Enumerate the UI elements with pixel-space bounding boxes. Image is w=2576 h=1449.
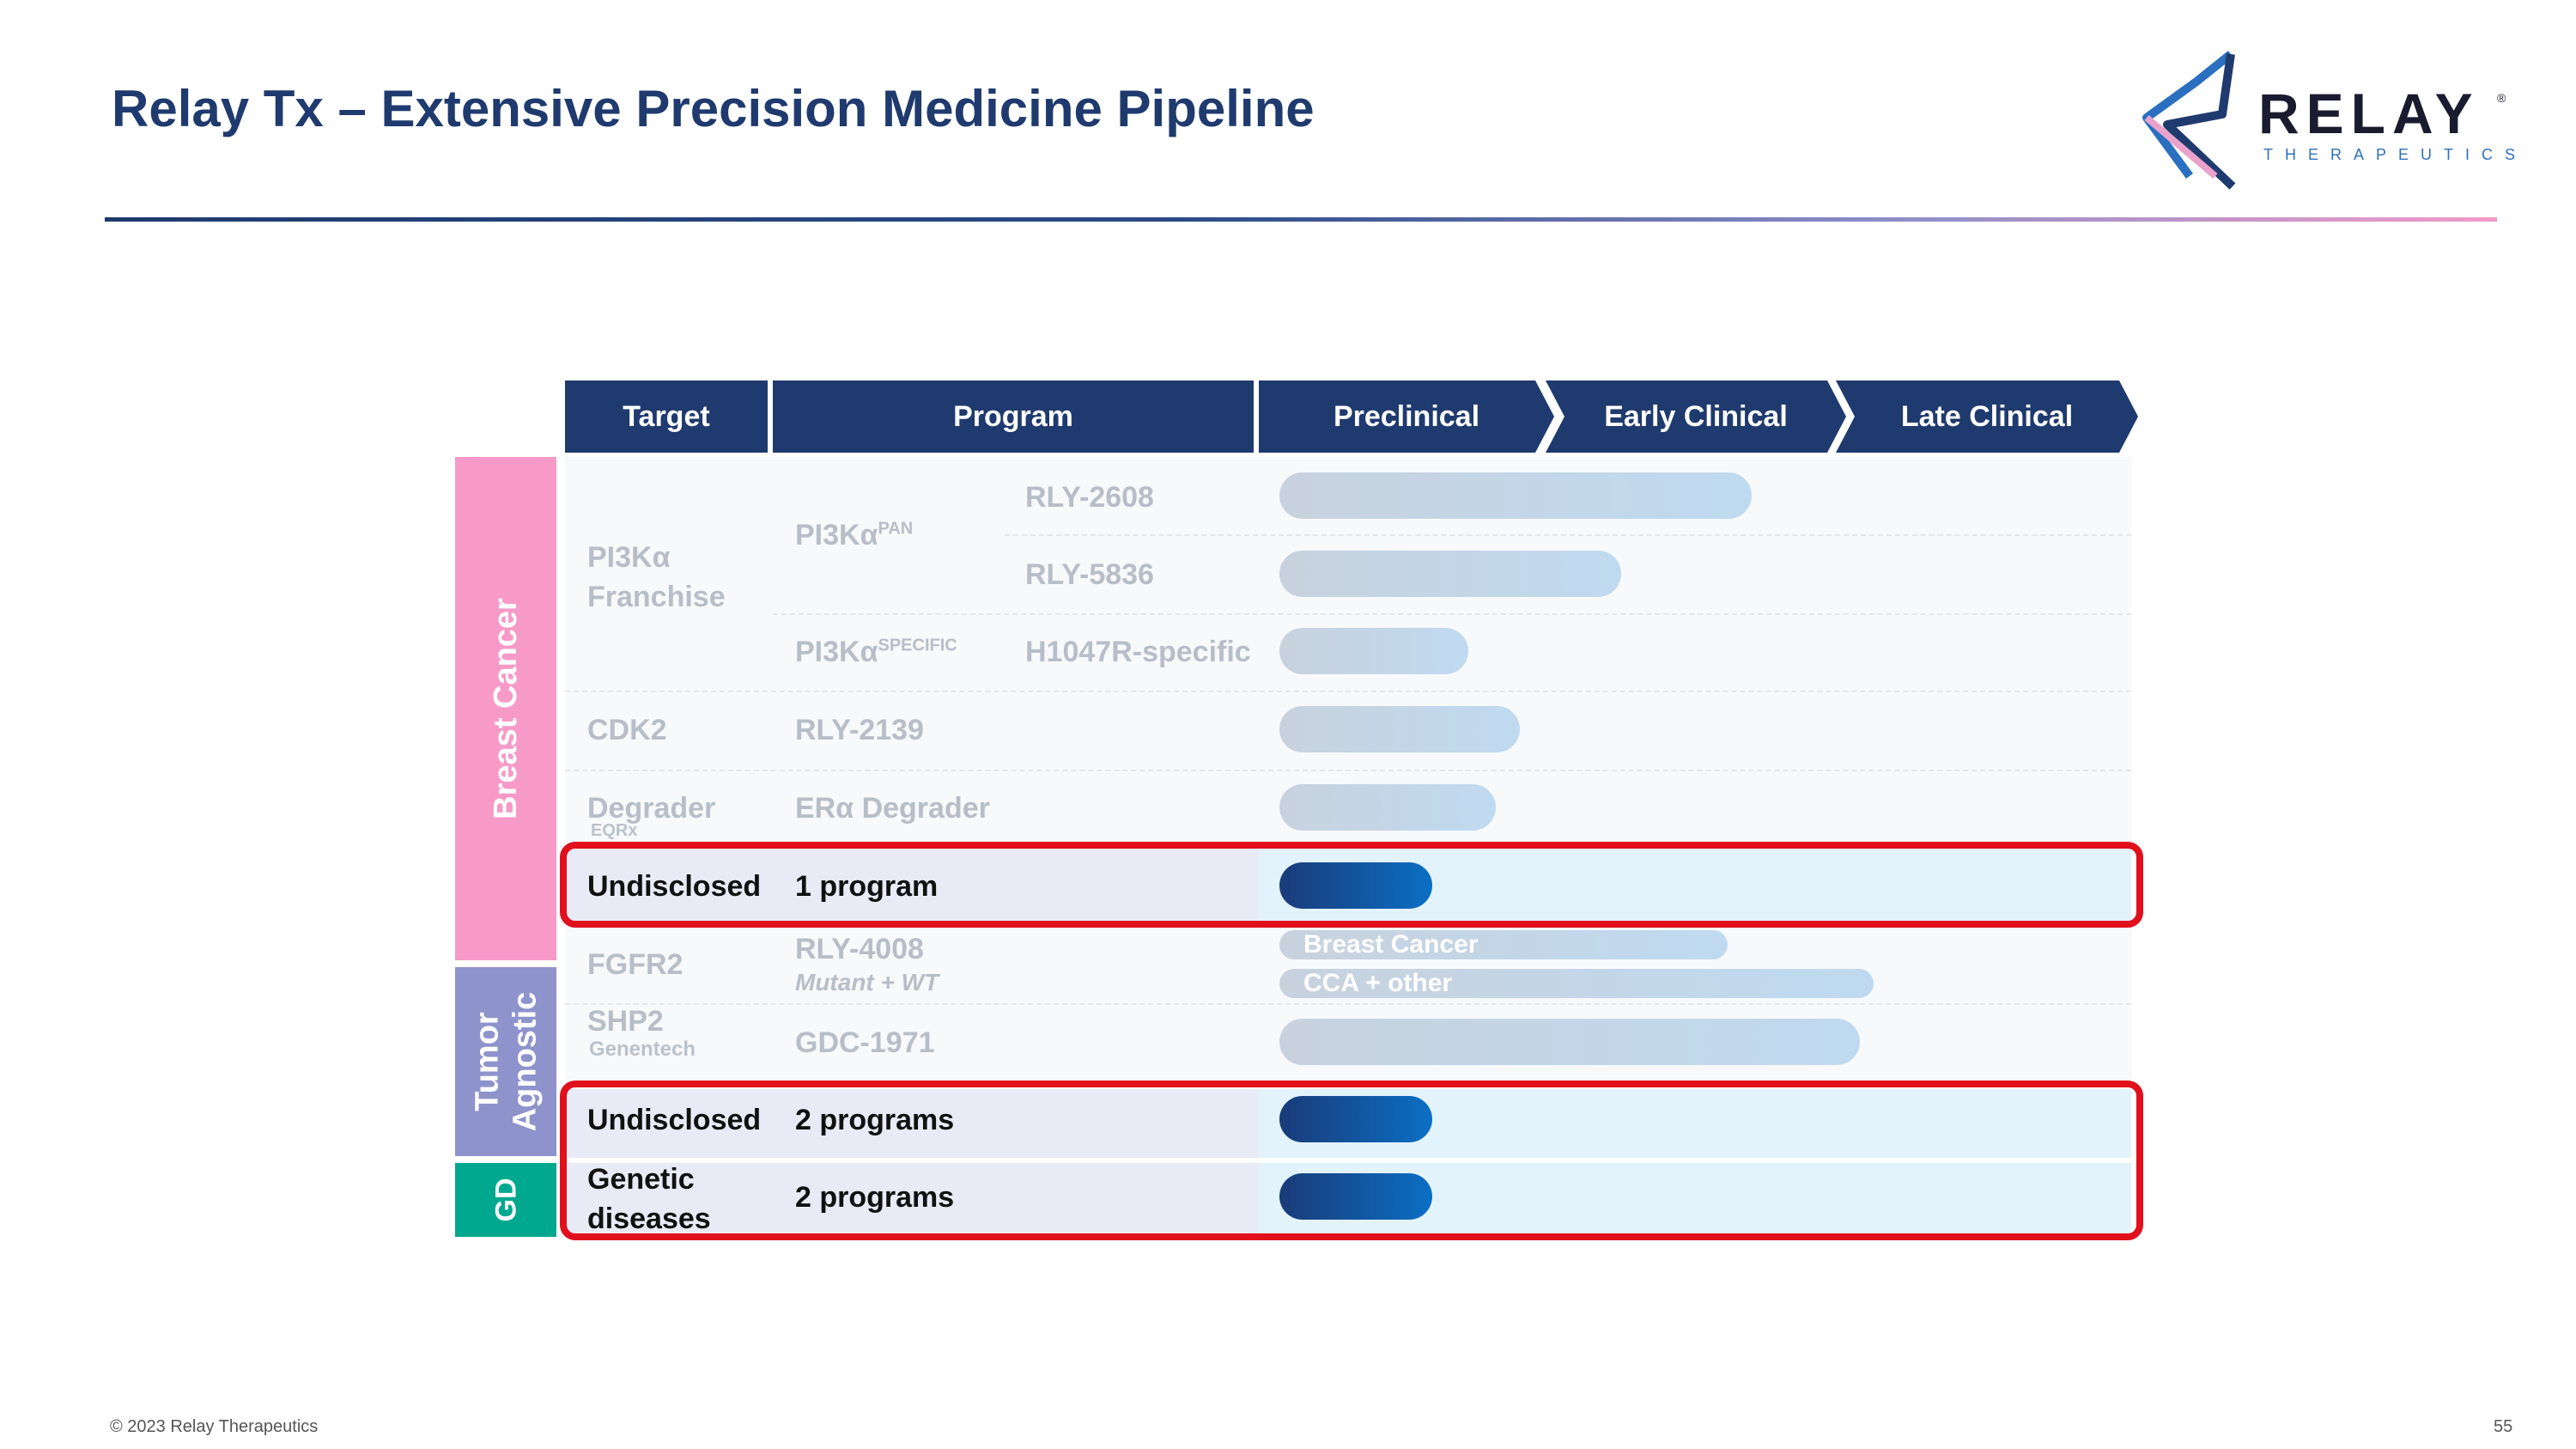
progress-bar-gdc-1971 [1279, 1019, 1860, 1065]
progress-bar-rly-2608 [1279, 472, 1752, 519]
program-genetic-diseases: 2 programs [795, 1181, 955, 1214]
highlight-row-bg [565, 1163, 1259, 1233]
progress-bar-rly-5836 [1279, 551, 1621, 597]
target-pi3k-franchise: PI3Kα Franchise [587, 541, 726, 613]
program-pi3k-specific: PI3KαSPECIFIC [795, 636, 957, 668]
header-program: Program [773, 381, 1254, 453]
row-divider [565, 1003, 2131, 1005]
program-pi3k-pan: PI3KαPAN [795, 519, 914, 551]
target-degrader: Degrader [587, 792, 716, 825]
title-divider [105, 217, 2497, 222]
program-rly-2608: RLY-2608 [1025, 481, 1154, 514]
row-divider [565, 770, 2131, 771]
header-early-clinical: Early Clinical [1546, 381, 1846, 453]
category-breast-cancer-label: Breast Cancer [488, 598, 524, 819]
page-title: Relay Tx – Extensive Precision Medicine … [112, 80, 1315, 137]
category-breast-cancer: Breast Cancer [455, 457, 556, 960]
target-cdk2: CDK2 [587, 714, 667, 746]
highlight-row-bg [565, 1089, 1259, 1158]
target-fgfr2: FGFR2 [587, 948, 683, 981]
logo-wordmark: RELAY [2258, 82, 2480, 145]
program-rly-4008: RLY-4008 [795, 933, 924, 965]
program-undisclosed-ta: 2 programs [795, 1104, 955, 1136]
category-tumor-agnostic-label: Tumor Agnostic [469, 991, 543, 1132]
category-gd: GD [455, 1163, 556, 1237]
category-tumor-agnostic: Tumor Agnostic [455, 967, 556, 1156]
progress-bar-er-degrader [1279, 784, 1496, 831]
program-gdc-1971: GDC-1971 [795, 1026, 935, 1059]
partner-genentech-logo: Genentech [589, 1038, 696, 1061]
page-number: 55 [2494, 1417, 2513, 1436]
progress-bar-rly-2139 [1279, 706, 1520, 752]
program-er-degrader: ERα Degrader [795, 792, 990, 825]
progress-bar-genetic-diseases [1279, 1173, 1432, 1220]
header-late-clinical: Late Clinical [1836, 381, 2138, 453]
progress-bar-h1047r [1279, 628, 1468, 674]
target-genetic-diseases: Genetic diseases [587, 1163, 711, 1235]
program-undisclosed-bc: 1 program [795, 870, 939, 903]
highlight-box-breast-cancer [560, 842, 2143, 928]
row-divider [565, 691, 2131, 692]
header-preclinical: Preclinical [1259, 381, 1554, 453]
partner-eqrx-logo: EQRx [591, 821, 638, 840]
row-divider [773, 613, 2131, 615]
progress-bar-undisclosed-ta [1279, 1096, 1432, 1142]
program-h1047r-specific: H1047R-specific [1025, 636, 1251, 668]
logo-tagline: THERAPEUTICS [2263, 146, 2528, 163]
progress-bar-fgfr2-breast-cancer: Breast Cancer [1279, 930, 1728, 959]
row-divider [1005, 534, 2131, 536]
target-shp2: SHP2 [587, 1005, 664, 1038]
logo-registered-mark: ® [2497, 91, 2506, 105]
program-rly-5836: RLY-5836 [1025, 558, 1154, 591]
highlight-row-bg [565, 847, 1259, 922]
progress-bar-undisclosed-bc [1279, 862, 1432, 909]
highlight-box-tumor-agnostic-gd [560, 1081, 2143, 1240]
category-gd-label: GD [489, 1178, 522, 1222]
progress-bar-fgfr2-cca: CCA + other [1279, 969, 1874, 998]
target-undisclosed-ta: Undisclosed [587, 1104, 762, 1136]
target-undisclosed-bc: Undisclosed [587, 870, 762, 903]
program-rly-2139: RLY-2139 [795, 714, 924, 746]
program-rly-4008-note: Mutant + WT [795, 969, 939, 995]
header-target: Target [565, 381, 768, 453]
relay-logo-icon [2142, 51, 2236, 190]
footer-copyright: © 2023 Relay Therapeutics [110, 1417, 319, 1436]
